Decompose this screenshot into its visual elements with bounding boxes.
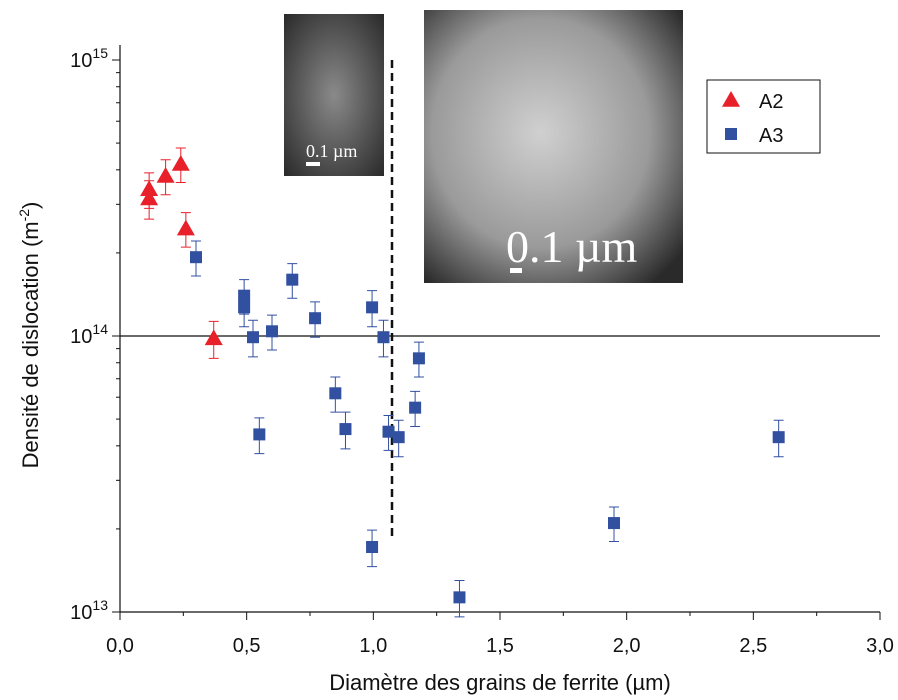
data-point [176,219,195,236]
data-point [204,329,223,346]
data-point [140,189,159,206]
y-axis-label-sup: -2 [16,209,32,222]
y-tick-label: 1013 [70,597,108,624]
data-point [377,331,390,344]
scale-label: 0.1 µm [306,141,357,161]
x-tick-label: 1,5 [486,635,514,657]
data-point [309,312,322,325]
y-axis-label-end: ) [18,202,43,209]
y-tick-base: 10 [70,326,92,348]
data-point [608,517,620,530]
x-tick-label: 2,0 [613,635,641,657]
data-point [190,251,202,264]
y-axis-label-text: Densité de dislocation (m [18,221,43,468]
data-point [247,331,259,344]
data-point [392,431,405,444]
x-tick-label: 2,5 [739,635,767,657]
y-tick-exp: 14 [92,321,108,337]
data-point [286,273,299,286]
data-point [366,540,379,553]
data-point [266,325,278,338]
data-point [382,425,395,438]
scale-bar [510,268,522,273]
data-point [329,387,342,400]
legend-marker [725,128,737,140]
legend-box [706,79,821,154]
legend-label: A2 [759,91,783,113]
y-axis-label: Densité de dislocation (m-2) [16,202,43,469]
micrograph-large [424,10,683,283]
data-point [772,431,785,444]
data-point [453,591,466,604]
data-point [156,166,175,183]
x-tick-label: 0,0 [106,635,134,657]
data-point [409,401,422,414]
data-point [412,352,425,365]
data-point [238,301,251,314]
x-tick-label: 0,5 [233,635,261,657]
x-axis-label: Diamètre des grains de ferrite (µm) [329,670,671,695]
y-tick-base: 10 [70,602,92,624]
y-tick-exp: 13 [92,597,108,613]
data-point [339,423,352,436]
y-tick-exp: 15 [92,45,108,61]
legend-marker [722,91,740,107]
data-point [253,428,266,441]
y-tick-label: 1014 [70,321,108,348]
data-point [171,154,190,171]
y-tick-label: 1015 [70,45,108,72]
x-tick-label: 1,0 [359,635,387,657]
scale-label: 0.1 µm [506,221,638,272]
data-point [366,301,379,314]
legend-label: A3 [759,125,783,147]
y-tick-base: 10 [70,50,92,72]
x-tick-label: 3,0 [866,635,894,657]
scale-bar [306,162,320,166]
micrograph-small [284,14,384,176]
